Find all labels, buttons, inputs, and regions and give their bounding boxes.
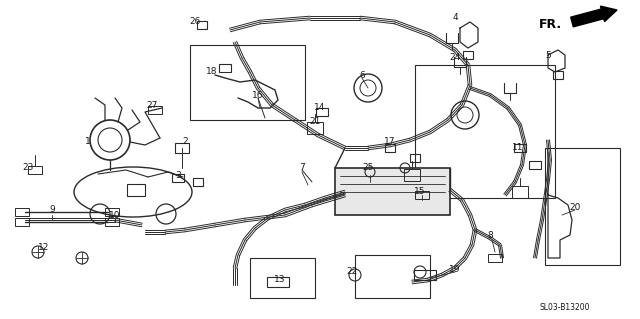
Bar bbox=[410, 154, 420, 162]
Bar bbox=[553, 71, 563, 79]
Text: 14: 14 bbox=[314, 103, 326, 113]
Bar bbox=[219, 64, 231, 72]
Text: 7: 7 bbox=[299, 164, 305, 173]
Bar bbox=[529, 161, 541, 169]
Bar bbox=[404, 169, 420, 181]
Text: 12: 12 bbox=[38, 243, 50, 253]
Text: 13: 13 bbox=[275, 276, 285, 285]
Bar bbox=[463, 51, 473, 59]
Text: 22: 22 bbox=[346, 268, 358, 277]
Text: 20: 20 bbox=[570, 204, 580, 212]
Bar bbox=[105, 208, 119, 216]
Text: 2: 2 bbox=[182, 137, 188, 146]
Bar bbox=[512, 186, 528, 198]
Text: 17: 17 bbox=[384, 137, 396, 146]
Bar bbox=[105, 218, 119, 226]
Text: 10: 10 bbox=[109, 211, 121, 219]
Bar bbox=[385, 144, 395, 152]
Bar bbox=[355, 255, 430, 298]
Text: 8: 8 bbox=[487, 231, 493, 240]
Text: 18: 18 bbox=[206, 68, 218, 77]
Bar bbox=[197, 21, 207, 29]
Bar bbox=[175, 143, 189, 153]
Text: 25: 25 bbox=[362, 164, 374, 173]
Bar bbox=[415, 191, 429, 199]
Text: 5: 5 bbox=[545, 50, 551, 60]
Bar bbox=[335, 168, 450, 215]
Bar bbox=[415, 65, 555, 198]
Text: 21: 21 bbox=[309, 117, 321, 127]
Bar bbox=[148, 106, 162, 114]
Bar bbox=[514, 144, 526, 152]
Bar bbox=[267, 277, 289, 287]
Text: FR.: FR. bbox=[539, 19, 562, 32]
Bar bbox=[316, 108, 328, 116]
Text: 15: 15 bbox=[414, 188, 426, 197]
Text: 16: 16 bbox=[252, 91, 264, 100]
Text: 24: 24 bbox=[449, 54, 461, 63]
Bar bbox=[190, 45, 305, 120]
Bar bbox=[545, 148, 620, 265]
Bar bbox=[250, 258, 315, 298]
Text: 19: 19 bbox=[449, 265, 461, 275]
Text: 3: 3 bbox=[175, 170, 181, 180]
Text: 26: 26 bbox=[189, 18, 201, 26]
Text: 23: 23 bbox=[22, 164, 34, 173]
Bar bbox=[15, 208, 29, 216]
Text: 1: 1 bbox=[85, 137, 91, 146]
Text: 11: 11 bbox=[512, 144, 524, 152]
Bar bbox=[172, 174, 184, 182]
Bar bbox=[488, 254, 502, 262]
Bar bbox=[414, 270, 436, 280]
Text: 6: 6 bbox=[359, 70, 365, 79]
Bar bbox=[127, 184, 145, 196]
Text: SL03-B13200: SL03-B13200 bbox=[540, 303, 590, 313]
Text: 4: 4 bbox=[452, 13, 458, 23]
Bar bbox=[15, 218, 29, 226]
FancyArrow shape bbox=[571, 6, 617, 27]
Bar bbox=[307, 122, 323, 134]
Bar bbox=[28, 166, 42, 174]
Text: 27: 27 bbox=[147, 100, 157, 109]
Bar bbox=[193, 178, 203, 186]
Text: 9: 9 bbox=[49, 205, 55, 214]
